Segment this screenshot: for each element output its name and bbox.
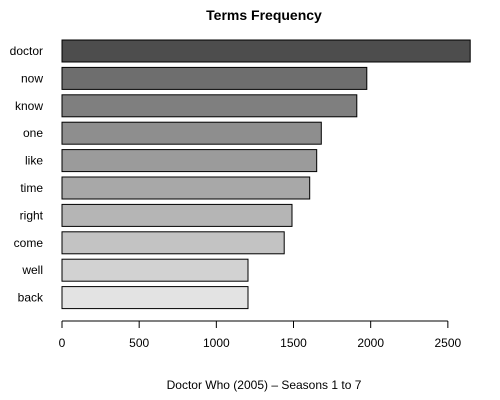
bar-now bbox=[61, 66, 368, 90]
category-label-well: well bbox=[21, 263, 43, 277]
x-tick-label-2000: 2000 bbox=[357, 336, 384, 350]
category-label-now: now bbox=[21, 71, 43, 85]
bars-group bbox=[61, 39, 471, 310]
x-tick-label-500: 500 bbox=[129, 336, 149, 350]
category-label-one: one bbox=[23, 126, 43, 140]
x-axis: 0 500 1000 1500 2000 2500 bbox=[59, 320, 462, 350]
category-label-back: back bbox=[18, 291, 44, 305]
category-labels: doctor now know one like time right come well bac… bbox=[10, 44, 44, 305]
chart-title: Terms Frequency bbox=[206, 7, 322, 23]
category-label-like: like bbox=[25, 154, 43, 168]
category-label-come: come bbox=[14, 236, 44, 250]
x-tick-label-2500: 2500 bbox=[434, 336, 461, 350]
bar-one bbox=[61, 121, 322, 145]
bar-back bbox=[61, 286, 249, 310]
bar-well bbox=[61, 258, 249, 282]
bar-come bbox=[61, 231, 285, 255]
bar-time bbox=[61, 176, 311, 200]
category-label-right: right bbox=[20, 208, 44, 222]
category-label-know: know bbox=[15, 99, 43, 113]
bar-doctor bbox=[61, 39, 471, 63]
x-tick-label-1000: 1000 bbox=[203, 336, 230, 350]
x-tick-label-0: 0 bbox=[59, 336, 66, 350]
x-tick-label-1500: 1500 bbox=[280, 336, 307, 350]
category-label-time: time bbox=[20, 181, 43, 195]
bar-right bbox=[61, 203, 293, 227]
bar-know bbox=[61, 94, 358, 118]
x-axis-label: Doctor Who (2005) – Seasons 1 to 7 bbox=[167, 378, 362, 392]
category-label-doctor: doctor bbox=[10, 44, 43, 58]
bar-like bbox=[61, 149, 318, 173]
